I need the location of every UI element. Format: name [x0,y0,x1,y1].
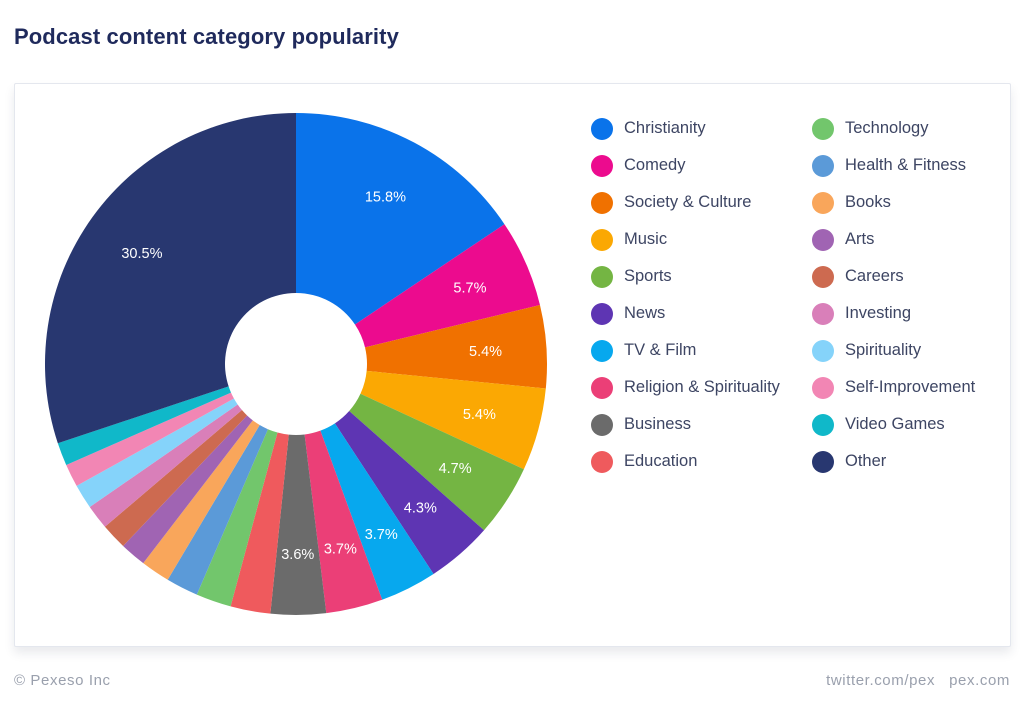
legend-label: Careers [845,267,904,285]
slice-news[interactable] [334,411,485,574]
legend-item-investing[interactable]: Investing [812,295,1012,332]
legend-swatch [812,339,834,362]
legend-swatch [591,302,613,325]
legend-label: Music [624,230,668,248]
legend-label: TV & Film [624,341,697,359]
page-title: Podcast content category popularity [14,24,399,49]
legend-swatch [591,154,613,177]
legend-item-spirituality[interactable]: Spirituality [812,332,1012,369]
legend-swatch [812,191,834,214]
legend-item-business[interactable]: Business [591,406,812,443]
slice-other[interactable] [45,113,296,444]
footer-links: twitter.com/pex pex.com [826,672,1010,689]
legend-item-books[interactable]: Books [812,184,1012,221]
legend-item-technology[interactable]: Technology [812,110,1012,147]
legend-item-comedy[interactable]: Comedy [591,147,812,184]
slice-label-religion-and-spirituality: 3.7% [324,542,357,558]
legend-swatch [591,450,613,473]
legend-item-sports[interactable]: Sports [591,258,812,295]
copyright-text: © Pexeso Inc [14,672,111,689]
slice-careers[interactable] [104,410,248,546]
slice-label-news: 4.3% [404,501,437,517]
slice-sports[interactable] [349,393,524,531]
legend-item-video-games[interactable]: Video Games [812,406,1012,443]
legend-label: Investing [845,304,912,322]
chart-legend: Christianity Comedy Society & Culture Music… [591,110,1012,480]
slice-health-and-fitness[interactable] [167,425,268,595]
legend-item-tv-and-film[interactable]: TV & Film [591,332,812,369]
legend-label: Sports [624,267,672,285]
donut-chart: 15.8% 5.7% 5.4% 5.4% 4.7% 4.3% 3.7% 3.7% 3.6% 30.… [45,113,548,615]
slice-comedy[interactable] [354,224,540,348]
legend-swatch [812,265,834,288]
legend-swatch [591,191,613,214]
legend-item-christianity[interactable]: Christianity [591,110,812,147]
legend-label: Comedy [624,156,686,174]
slice-society-and-culture[interactable] [365,305,548,389]
legend-swatch [591,339,613,362]
legend-label: Self-Improvement [845,378,976,396]
legend-swatch [591,228,613,251]
legend-label: Business [624,415,691,433]
legend-label: Spirituality [845,341,922,359]
slice-video-games[interactable] [57,386,231,465]
legend-label: Education [624,452,698,470]
legend-item-health-and-fitness[interactable]: Health & Fitness [812,147,1012,184]
slice-investing[interactable] [89,404,242,527]
chart-card: 15.8% 5.7% 5.4% 5.4% 4.7% 4.3% 3.7% 3.7% 3.6% 30.… [14,83,1011,647]
legend-item-religion-and-spirituality[interactable]: Religion & Spirituality [591,369,812,406]
legend-label: Religion & Spirituality [624,378,780,396]
slice-label-sports: 4.7% [439,461,472,477]
legend-swatch [591,413,613,436]
slice-label-christianity: 15.8% [365,189,406,205]
legend-label: Health & Fitness [845,156,967,174]
legend-item-society-and-culture[interactable]: Society & Culture [591,184,812,221]
legend-swatch [812,450,834,473]
legend-item-self-improvement[interactable]: Self-Improvement [812,369,1012,406]
legend-label: Arts [845,230,875,248]
slice-label-music: 5.4% [463,407,496,423]
legend-item-music[interactable]: Music [591,221,812,258]
legend-swatch [812,302,834,325]
legend-swatch [812,154,834,177]
slice-label-other: 30.5% [121,246,162,262]
legend-swatch [591,117,613,140]
slice-technology[interactable] [196,429,278,607]
legend-swatch [591,376,613,399]
legend-swatch [812,117,834,140]
site-link[interactable]: pex.com [949,672,1010,689]
slice-music[interactable] [360,370,546,470]
slice-label-business: 3.6% [281,547,314,563]
legend-label: Other [845,452,887,470]
legend-item-other[interactable]: Other [812,443,1012,480]
slice-education[interactable] [230,432,289,614]
legend-label: News [624,304,666,322]
legend-label: Society & Culture [624,193,752,211]
slice-label-comedy: 5.7% [453,281,486,297]
slice-christianity[interactable] [296,113,505,325]
slice-label-tv-and-film: 3.7% [365,527,398,543]
slice-religion-and-spirituality[interactable] [304,430,383,614]
legend-label: Technology [845,119,929,137]
legend-label: Video Games [845,415,945,433]
slice-business[interactable] [270,434,327,615]
legend-swatch [812,228,834,251]
legend-item-education[interactable]: Education [591,443,812,480]
legend-swatch [812,376,834,399]
legend-label: Christianity [624,119,706,137]
legend-item-careers[interactable]: Careers [812,258,1012,295]
legend-item-arts[interactable]: Arts [812,221,1012,258]
slice-arts[interactable] [123,415,253,564]
slice-self-improvement[interactable] [66,392,234,486]
legend-swatch [591,265,613,288]
slice-label-society-and-culture: 5.4% [469,344,502,360]
slice-books[interactable] [143,420,260,580]
slice-tv-and-film[interactable] [320,423,434,600]
legend-label: Books [845,193,891,211]
legend-item-news[interactable]: News [591,295,812,332]
twitter-link[interactable]: twitter.com/pex [826,672,936,689]
slice-spirituality[interactable] [76,398,238,508]
legend-swatch [812,413,834,436]
